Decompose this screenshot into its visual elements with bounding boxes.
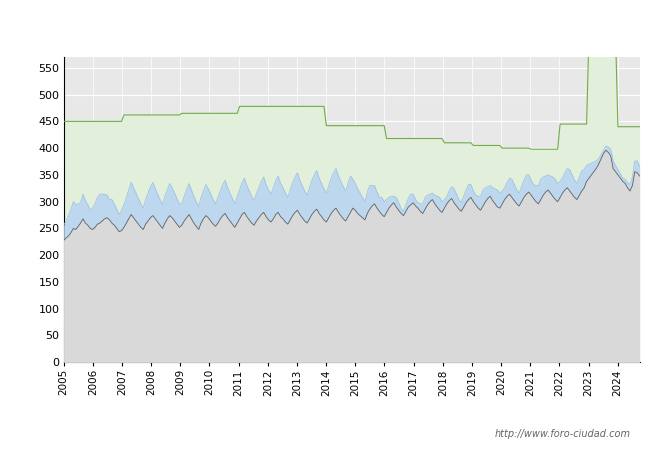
Text: http://www.foro-ciudad.com: http://www.foro-ciudad.com bbox=[495, 429, 630, 439]
Text: Peñalba - Evolucion de la poblacion en edad de Trabajar Septiembre de 2024: Peñalba - Evolucion de la poblacion en e… bbox=[79, 19, 571, 32]
